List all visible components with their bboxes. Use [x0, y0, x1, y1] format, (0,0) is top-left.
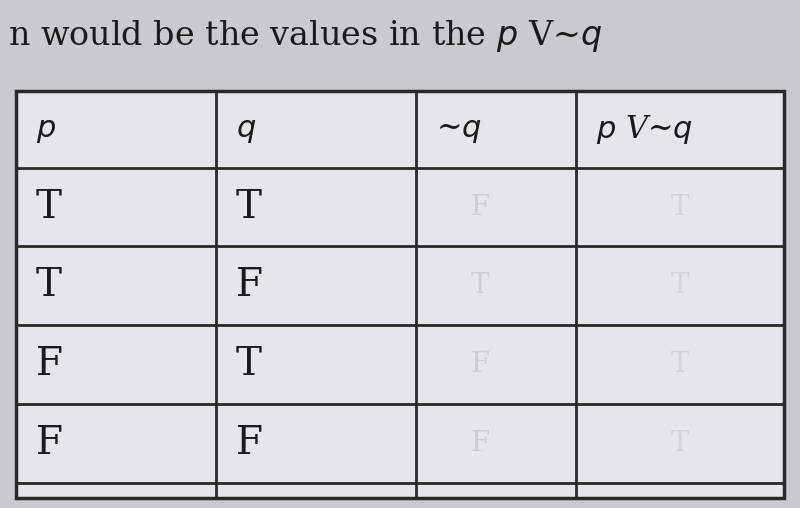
- Text: $p$ V~$q$: $p$ V~$q$: [596, 113, 693, 146]
- Text: n would be the values in the $p$ V~$q$: n would be the values in the $p$ V~$q$: [8, 18, 602, 53]
- Text: F: F: [36, 346, 63, 383]
- Text: T: T: [470, 272, 490, 299]
- Text: $q$: $q$: [236, 114, 256, 145]
- Text: T: T: [236, 346, 262, 383]
- Text: F: F: [236, 267, 263, 304]
- Text: F: F: [470, 194, 490, 220]
- Text: F: F: [470, 430, 490, 457]
- Text: ~$q$: ~$q$: [436, 114, 482, 145]
- Text: T: T: [670, 272, 690, 299]
- Text: T: T: [36, 188, 62, 226]
- Text: T: T: [236, 188, 262, 226]
- Text: T: T: [670, 351, 690, 378]
- Text: T: T: [670, 194, 690, 220]
- Text: F: F: [470, 351, 490, 378]
- Text: F: F: [36, 425, 63, 462]
- Text: F: F: [236, 425, 263, 462]
- Text: T: T: [36, 267, 62, 304]
- Text: T: T: [670, 430, 690, 457]
- Bar: [16, 91, 784, 498]
- Text: $p$: $p$: [36, 114, 56, 145]
